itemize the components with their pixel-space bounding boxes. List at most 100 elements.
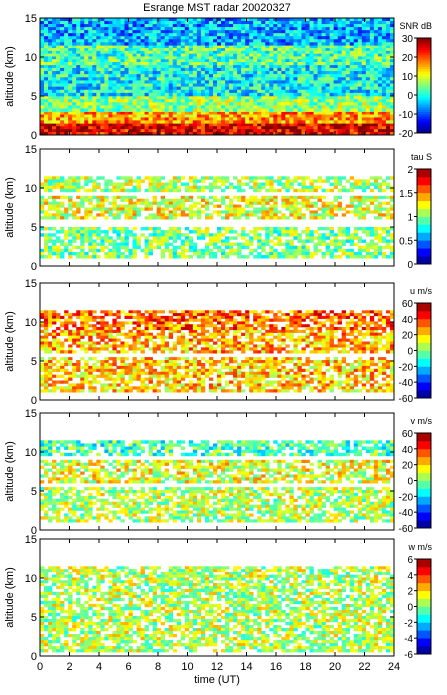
heatmap-cell: [80, 45, 84, 48]
heatmap-cell: [40, 183, 44, 186]
heatmap-cell: [92, 24, 96, 27]
heatmap-cell: [213, 71, 217, 74]
heatmap-cell: [362, 99, 366, 102]
heatmap-cell: [108, 179, 112, 182]
heatmap-cell: [382, 227, 386, 230]
heatmap-cell: [358, 186, 362, 189]
heatmap-cell: [149, 123, 153, 126]
heatmap-cell: [193, 179, 197, 182]
heatmap-cell: [92, 36, 96, 39]
heatmap-cell: [44, 80, 48, 83]
heatmap-cell: [165, 24, 169, 27]
heatmap-cell: [386, 239, 390, 242]
heatmap-cell: [100, 129, 104, 132]
heatmap-cell: [145, 99, 149, 102]
heatmap-cell: [314, 117, 318, 120]
heatmap-cell: [306, 205, 310, 208]
heatmap-cell: [378, 84, 382, 87]
heatmap-cell: [141, 27, 145, 30]
heatmap-cell: [269, 27, 273, 30]
heatmap-cell: [362, 96, 366, 99]
heatmap-cell: [310, 93, 314, 96]
heatmap-cell: [52, 24, 56, 27]
heatmap-cell: [189, 249, 193, 252]
heatmap-cell: [217, 126, 221, 129]
heatmap-cell: [273, 74, 277, 77]
heatmap-cell: [245, 126, 249, 129]
heatmap-cell: [225, 99, 229, 102]
heatmap-cell: [165, 183, 169, 186]
heatmap-cell: [189, 74, 193, 77]
heatmap-cell: [201, 199, 205, 202]
heatmap-cell: [120, 236, 124, 239]
heatmap-cell: [237, 30, 241, 33]
heatmap-cell: [217, 90, 221, 93]
colorbar-step: [417, 64, 431, 67]
heatmap-cell: [161, 33, 165, 36]
heatmap-cell: [124, 77, 128, 80]
heatmap-cell: [285, 87, 289, 90]
heatmap-cell: [374, 96, 378, 99]
heatmap-cell: [310, 27, 314, 30]
heatmap-cell: [350, 56, 354, 59]
heatmap-cell: [265, 108, 269, 111]
heatmap-cell: [64, 243, 68, 246]
heatmap-cell: [80, 236, 84, 239]
heatmap-cell: [181, 71, 185, 74]
heatmap-cell: [124, 42, 128, 45]
heatmap-cell: [72, 108, 76, 111]
heatmap-cell: [310, 99, 314, 102]
heatmap-cell: [314, 87, 318, 90]
heatmap-cell: [382, 33, 386, 36]
heatmap-cell: [120, 21, 124, 24]
heatmap-cell: [129, 99, 133, 102]
heatmap-cell: [293, 42, 297, 45]
heatmap-cell: [338, 183, 342, 186]
heatmap-cell: [149, 33, 153, 36]
heatmap-cell: [378, 252, 382, 255]
heatmap-cell: [370, 230, 374, 233]
heatmap-cell: [173, 213, 177, 216]
heatmap-cell: [189, 179, 193, 182]
heatmap-cell: [382, 24, 386, 27]
heatmap-cell: [233, 80, 237, 83]
heatmap-cell: [314, 21, 318, 24]
heatmap-cell: [285, 108, 289, 111]
heatmap-cell: [173, 186, 177, 189]
heatmap-cell: [314, 230, 318, 233]
heatmap-cell: [84, 239, 88, 242]
heatmap-cell: [221, 252, 225, 255]
heatmap-cell: [346, 123, 350, 126]
heatmap-cell: [225, 96, 229, 99]
heatmap-cell: [237, 213, 241, 216]
heatmap-cell: [56, 30, 60, 33]
heatmap-cell: [209, 71, 213, 74]
heatmap-cell: [193, 80, 197, 83]
heatmap-cell: [269, 77, 273, 80]
heatmap-cell: [181, 120, 185, 123]
heatmap-cell: [386, 74, 390, 77]
heatmap-cell: [285, 39, 289, 42]
heatmap-cell: [112, 120, 116, 123]
heatmap-cell: [265, 213, 269, 216]
heatmap-cell: [281, 186, 285, 189]
heatmap-cell: [285, 77, 289, 80]
heatmap-cell: [84, 120, 88, 123]
heatmap-cell: [137, 115, 141, 118]
heatmap-cell: [161, 39, 165, 42]
heatmap-cell: [277, 123, 281, 126]
heatmap-cell: [237, 96, 241, 99]
heatmap-cell: [225, 252, 229, 255]
heatmap-cell: [273, 87, 277, 90]
heatmap-cell: [96, 77, 100, 80]
heatmap-cell: [60, 87, 64, 90]
heatmap-cell: [169, 243, 173, 246]
heatmap-cell: [306, 74, 310, 77]
heatmap-cell: [322, 252, 326, 255]
heatmap-cell: [289, 45, 293, 48]
heatmap-cell: [366, 102, 370, 105]
heatmap-cell: [173, 80, 177, 83]
heatmap-cell: [370, 123, 374, 126]
heatmap-cell: [169, 189, 173, 192]
heatmap-cell: [237, 108, 241, 111]
